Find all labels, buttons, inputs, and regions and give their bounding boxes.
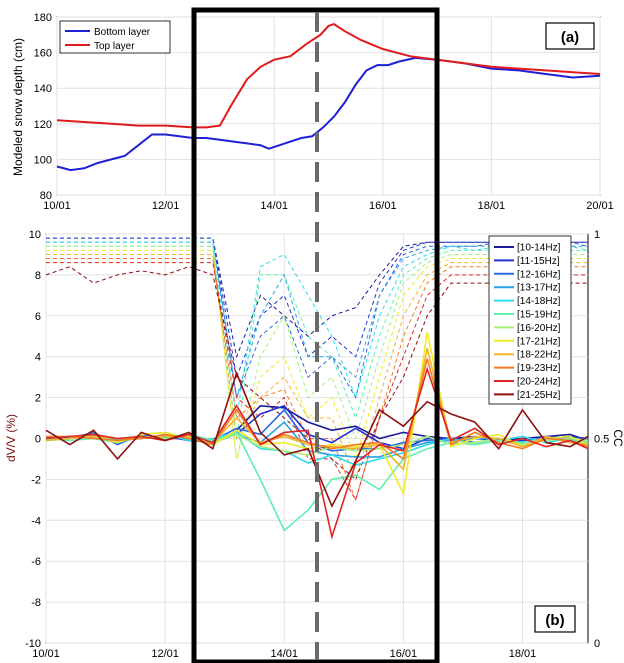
panel-a-ylabel: Modeled snow depth (cm): [11, 38, 25, 176]
panel-a-x-ticks: 10/01 12/01 14/01 16/01 18/01 20/01: [43, 200, 614, 212]
panel-b-ylabel: dV/V (%): [4, 414, 18, 462]
panel-a-y-tick-label: 80: [40, 190, 52, 202]
panel-b-y-tick-label: 2: [35, 393, 41, 405]
panel-b-legend-label: [19-23Hz]: [517, 363, 561, 374]
panel-a-x-tick-label: 16/01: [369, 200, 397, 212]
panel-b-x-tick-label: 16/01: [390, 648, 418, 660]
panel-b-legend-label: [17-21Hz]: [517, 336, 561, 347]
panel-b-legend-label: [13-17Hz]: [517, 283, 561, 294]
panel-b-x-ticks: 10/01 12/01 14/01 16/01 18/01: [32, 648, 536, 660]
panel-a-legend: Bottom layer Top layer: [60, 21, 170, 53]
panel-a-y-tick-label: 100: [34, 154, 52, 166]
panel-b-y-tick-label: 4: [35, 352, 41, 364]
panel-b-y-tick-label: 0: [35, 434, 41, 446]
panel-b-legend-label: [20-24Hz]: [517, 377, 561, 388]
panel-a-y-tick-label: 140: [34, 83, 52, 95]
panel-a: 10/01 12/01 14/01 16/01 18/01 20/01 801001201…: [11, 12, 614, 212]
panel-b-y-tick-label: -6: [31, 556, 41, 568]
panel-a-x-tick-label: 14/01: [260, 200, 288, 212]
panel-b-legend-label: [14-18Hz]: [517, 296, 561, 307]
panel-a-y-tick-label: 120: [34, 119, 52, 131]
panel-b-x-tick-label: 12/01: [151, 648, 179, 660]
legend-label-bottom-layer: Bottom layer: [94, 27, 151, 38]
panel-b-tag-label: (b): [545, 612, 564, 629]
panel-a-y-ticks: 80 100 120 140 160 180: [34, 12, 52, 202]
panel-b-legend-label: [16-20Hz]: [517, 323, 561, 334]
panel-b-y-tick-label: 10: [29, 229, 41, 241]
panel-a-y-tick-label: 180: [34, 12, 52, 24]
panel-b-y-ticks: -10 -8 -6 -4 -2 0 2 4 6 8 10: [25, 229, 41, 650]
panel-b-y2label: CC: [611, 429, 624, 447]
panel-b-legend-label: [10-14Hz]: [517, 243, 561, 254]
panel-b-y2-tick-label: 0.5: [594, 434, 609, 446]
panel-b-y-tick-label: 6: [35, 311, 41, 323]
panel-b-legend-label: [11-15Hz]: [517, 256, 560, 267]
panel-b-y2-ticks: 00.51: [594, 229, 609, 650]
panel-a-x-tick-label: 18/01: [478, 200, 506, 212]
panel-a-tag: (a): [546, 23, 594, 49]
panel-b-legend-label: [18-22Hz]: [517, 350, 561, 361]
panel-b-tag: (b): [535, 606, 575, 632]
panel-b-legend-label: [15-19Hz]: [517, 310, 561, 321]
panel-b-y-tick-label: -10: [25, 638, 41, 650]
panel-b-legend: [10-14Hz] [11-15Hz] [12-16Hz] [13-17Hz] [14-…: [489, 236, 571, 404]
panel-b-y-tick-label: -2: [31, 474, 41, 486]
panel-a-x-tick-label: 12/01: [152, 200, 180, 212]
panel-b-y-tick-label: 8: [35, 270, 41, 282]
panel-b-y2-tick-label: 1: [594, 229, 600, 241]
panel-b: 10/01 12/01 14/01 16/01 18/01 -10-8-6-4-2024…: [4, 229, 624, 660]
panel-b-x-tick-label: 14/01: [270, 648, 298, 660]
panel-b-y2-tick-label: 0: [594, 638, 600, 650]
panel-b-y-tick-label: -8: [31, 597, 41, 609]
legend-label-top-layer: Top layer: [94, 41, 135, 52]
panel-b-legend-label: [12-16Hz]: [517, 269, 561, 280]
panel-a-y-tick-label: 160: [34, 48, 52, 60]
panel-b-y-tick-label: -4: [31, 515, 41, 527]
panel-a-tag-label: (a): [561, 29, 579, 46]
panel-b-x-tick-label: 18/01: [509, 648, 537, 660]
panel-b-legend-label: [21-25Hz]: [517, 390, 561, 401]
panel-a-x-tick-label: 20/01: [586, 200, 614, 212]
